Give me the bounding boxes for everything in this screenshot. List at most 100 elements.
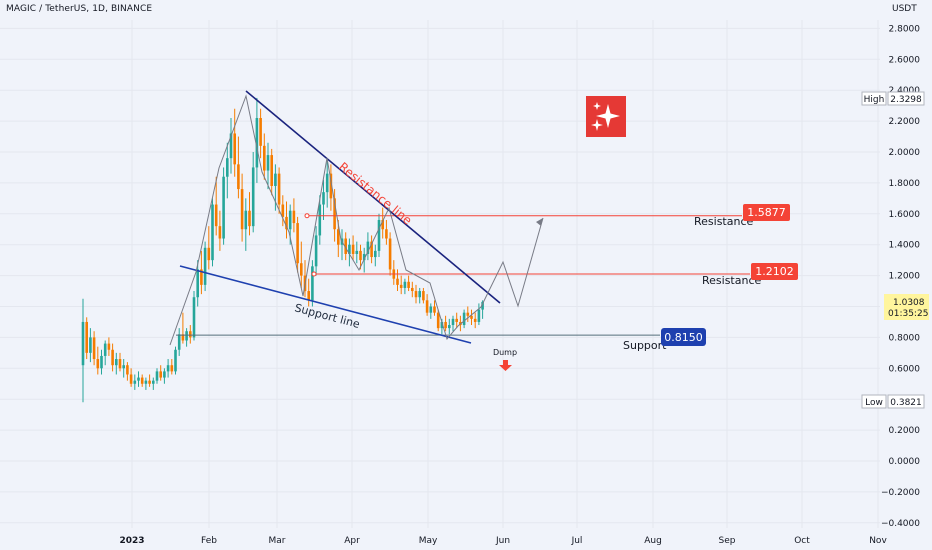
candle-body (370, 241, 373, 258)
candle (411, 281, 414, 298)
candle-body (448, 325, 451, 329)
candle-body (337, 229, 340, 245)
candle-body (433, 306, 436, 313)
y-tick-label: 2.0000 (889, 148, 921, 158)
level-anchor (304, 213, 310, 219)
candle (436, 309, 440, 332)
candle (155, 368, 159, 384)
candle (318, 195, 322, 245)
candle-body (477, 309, 481, 322)
candle-body (103, 343, 107, 356)
candle (174, 346, 177, 375)
candle (240, 173, 244, 242)
candle-body (111, 349, 114, 366)
x-tick-label: Nov (869, 536, 887, 546)
candle-body (359, 250, 362, 261)
currency-label: USDT (892, 4, 917, 14)
candle-body (118, 359, 122, 369)
y-tick-label: 1.8000 (889, 179, 921, 189)
resistance-label: Resistance (694, 215, 754, 228)
candle-body (248, 210, 251, 227)
candle-body (414, 291, 418, 298)
candle-body (211, 204, 214, 261)
candle (92, 331, 96, 366)
box-text: 1.5877 (747, 206, 786, 219)
candle-body (92, 337, 96, 360)
candle (392, 260, 396, 285)
candle (329, 164, 333, 211)
candle (126, 362, 129, 381)
candle-body (466, 312, 470, 316)
box-bg (743, 204, 790, 221)
candle (385, 219, 388, 245)
candle (292, 198, 296, 233)
candle (433, 300, 436, 316)
candle-body (307, 291, 310, 301)
candle-body (292, 210, 296, 224)
candle-body (333, 198, 336, 230)
candle-body (388, 238, 392, 270)
candle (237, 136, 240, 199)
candle-body (255, 118, 259, 168)
candle (466, 306, 470, 322)
candle (118, 352, 122, 372)
candle-body (285, 216, 288, 230)
resistance-label: Resistance (702, 274, 762, 287)
candle (296, 216, 299, 273)
marker-bg (887, 394, 925, 409)
candle (340, 229, 344, 261)
candle-body (115, 359, 118, 366)
candle-body (226, 158, 229, 177)
y-tick-label: 0.0000 (889, 457, 921, 467)
sparkle-icon (586, 96, 626, 137)
candle-body (181, 334, 185, 341)
resistance-price-box: 1.5877 (743, 204, 790, 221)
candle (251, 152, 255, 233)
candle (248, 192, 251, 236)
candle (226, 142, 229, 199)
candle (462, 309, 466, 329)
candle-body (381, 219, 384, 230)
box-text: 1.2102 (755, 265, 794, 278)
candle (473, 312, 477, 329)
candle-body (270, 155, 273, 186)
candle-body (240, 189, 244, 230)
candle-body (189, 331, 192, 338)
candle-body (325, 173, 329, 193)
candle (300, 241, 303, 288)
marker-bg (861, 91, 887, 106)
candle-body (344, 238, 347, 254)
candle (148, 374, 151, 387)
candle (177, 328, 181, 356)
candle (203, 241, 207, 292)
price-labels: Resistance1.5877Resistance1.2102Support0… (623, 91, 929, 409)
marker-value: 2.3298 (890, 95, 922, 105)
candle-body (263, 145, 266, 171)
candle (185, 328, 188, 347)
candle (196, 260, 199, 307)
box-bg (661, 328, 706, 346)
candle-body (266, 155, 270, 171)
candle (189, 325, 192, 344)
candle-body (318, 204, 322, 236)
candle (200, 250, 203, 295)
candle (325, 158, 329, 208)
high-marker: High 2.3298 (861, 91, 925, 106)
y-tick-label: 1.2000 (889, 272, 921, 282)
candle (344, 232, 347, 261)
candle-body (366, 241, 370, 254)
candle-body (144, 380, 148, 384)
projection-path (169, 94, 544, 346)
candle (418, 287, 421, 304)
candle-body (377, 219, 381, 251)
candle (307, 278, 310, 307)
resistance-line-label: Resistance line (336, 160, 414, 228)
candle-body (281, 204, 285, 217)
candle-body (140, 377, 144, 384)
candle (399, 275, 403, 295)
candle-body (192, 297, 196, 338)
candle-body (177, 334, 181, 350)
x-tick-label: Apr (344, 536, 360, 546)
candle-body (425, 300, 429, 313)
